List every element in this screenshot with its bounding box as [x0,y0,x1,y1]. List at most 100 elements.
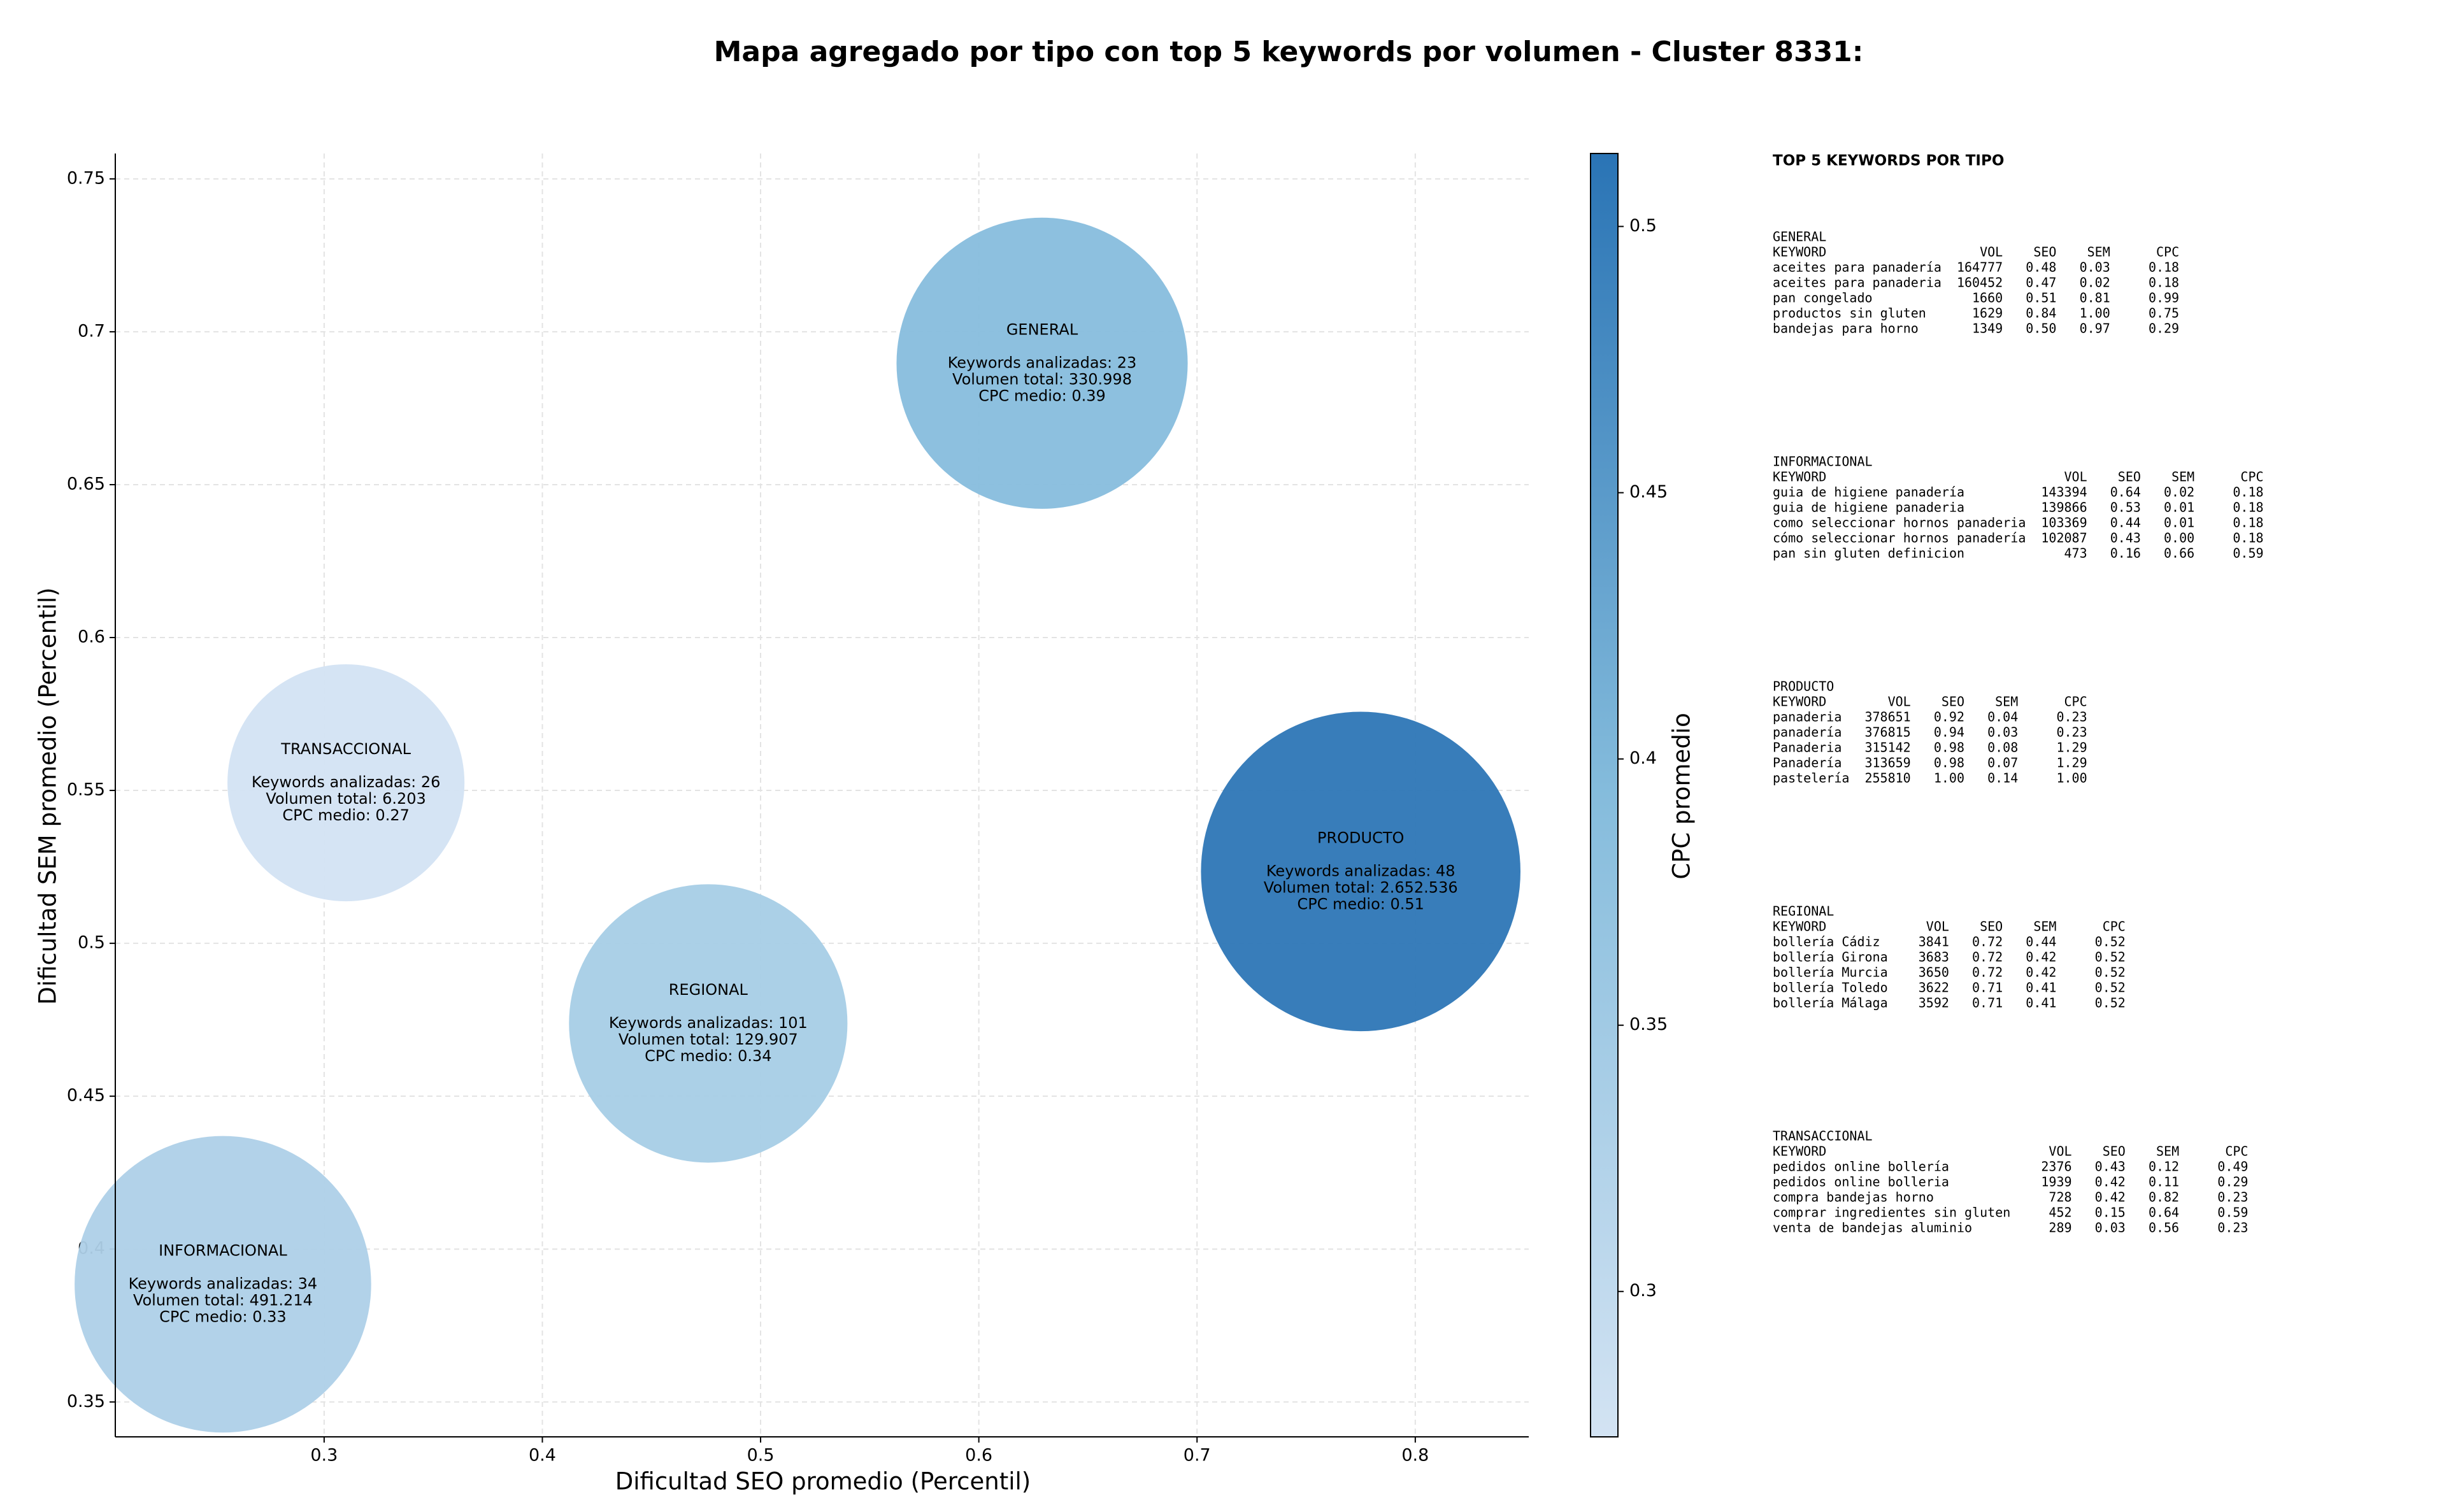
table-cell: 0.71 [1972,980,2003,995]
table-cell: 0.97 [2080,321,2110,336]
table-header: KEYWORD [1773,694,1826,710]
bubble [227,664,465,902]
colorbar-tick-label: 0.45 [1629,482,1668,502]
table-cell: 0.08 [1987,740,2018,755]
table-cell: 0.18 [2233,531,2263,546]
table-cell: 0.84 [2026,306,2056,321]
table-cell: 0.50 [2026,321,2056,336]
bubble-annotation: Keywords analizadas: 34 [129,1274,318,1292]
table-cell: 0.56 [2149,1220,2179,1236]
table-cell: 0.14 [1987,771,2018,786]
table-cell: 1660 [1972,290,2003,306]
table-header: SEO [1942,694,1964,710]
table-cell: 1.00 [2080,306,2110,321]
x-tick-label: 0.3 [310,1446,338,1466]
table-cell: 0.44 [2110,515,2141,531]
bubble-annotation: Volumen total: 2.652.536 [1264,878,1458,896]
table-header: KEYWORD [1773,469,1826,485]
table-header: SEM [1995,694,2018,710]
table-cell: 0.41 [2026,980,2056,995]
table-keyword: aceites para panadería [1773,260,1942,275]
table-header: VOL [1980,245,2003,260]
table-cell: 0.44 [2026,934,2056,950]
table-title: TOP 5 KEYWORDS POR TIPO [1773,153,2004,169]
table-cell: 0.18 [2149,260,2179,275]
table-cell: 0.81 [2080,290,2110,306]
table-cell: 0.98 [1934,740,1964,755]
table-cell: 143394 [2041,485,2087,500]
table-cell: 1939 [2041,1174,2071,1190]
table-cell: 0.12 [2149,1159,2179,1174]
table-cell: 0.01 [2164,500,2194,515]
table-cell: 0.18 [2233,500,2263,515]
table-cell: 160452 [1957,275,2003,290]
table-keyword: como seleccionar hornos panaderia [1773,515,2026,531]
table-header: SEM [2171,469,2194,485]
table-keyword: compra bandejas horno [1773,1190,1934,1205]
colorbar-tick-label: 0.4 [1629,748,1657,768]
table-cell: 1.29 [2056,755,2087,771]
table-cell: 3622 [1919,980,1949,995]
table-keyword: pastelería [1773,771,1849,786]
bubble-label: TRANSACCIONAL [280,740,411,758]
y-axis-label: Dificultad SEM promedio (Percentil) [34,587,62,1004]
bubble-annotation: Volumen total: 6.203 [266,790,426,808]
table-cell: 0.52 [2095,965,2126,980]
table-cell: 0.01 [2164,515,2194,531]
table-header: CPC [2225,1144,2248,1159]
x-tick-label: 0.4 [529,1446,556,1466]
table-cell: 0.99 [2149,290,2179,306]
table-cell: 0.07 [1987,755,2018,771]
table-keyword: venta de bandejas aluminio [1773,1220,1972,1236]
bubble-annotation: CPC medio: 0.34 [645,1047,772,1065]
y-tick-label: 0.75 [67,168,105,188]
bubble-annotation: CPC medio: 0.27 [282,806,410,824]
table-cell: 0.23 [2056,710,2087,725]
table-cell: 139866 [2041,500,2087,515]
bubble [75,1136,371,1433]
table-cell: 0.64 [2149,1205,2179,1220]
table-cell: 0.82 [2149,1190,2179,1205]
table-keyword: pan congelado [1773,290,1873,306]
table-cell: 0.59 [2233,546,2263,561]
table-cell: 1.00 [1934,771,1964,786]
table-cell: 0.23 [2217,1190,2248,1205]
table-keyword: bollería Málaga [1773,995,1888,1011]
table-cell: 0.02 [2080,275,2110,290]
bubble-annotation: Volumen total: 330.998 [952,370,1132,388]
table-header: CPC [2064,694,2087,710]
bubble-annotation: CPC medio: 0.39 [978,387,1106,404]
table-keyword: cómo seleccionar hornos panadería [1773,531,2026,546]
y-tick-label: 0.6 [78,627,105,647]
table-keyword: aceites para panaderia [1773,275,1942,290]
colorbar-tick-label: 0.35 [1629,1015,1668,1034]
table-cell: 0.52 [2095,980,2126,995]
table-header: SEO [2103,1144,2126,1159]
table-cell: 452 [2049,1205,2071,1220]
table-keyword: bollería Cádiz [1773,934,1880,950]
table-cell: 0.23 [2217,1220,2248,1236]
table-header: CPC [2240,469,2263,485]
table-cell: 0.18 [2233,515,2263,531]
table-cell: 0.51 [2026,290,2056,306]
table-cell: 378651 [1864,710,1910,725]
table-header: KEYWORD [1773,245,1826,260]
table-cell: 3683 [1919,950,1949,965]
table-header: VOL [1926,919,1949,934]
table-cell: 102087 [2041,531,2087,546]
table-cell: 103369 [2041,515,2087,531]
table-cell: 0.15 [2095,1205,2126,1220]
table-cell: 2376 [2041,1159,2071,1174]
table-cell: 0.53 [2110,500,2141,515]
table-cell: 0.43 [2095,1159,2126,1174]
colorbar [1590,153,1619,1437]
table-cell: 0.42 [2095,1174,2126,1190]
table-keyword: productos sin gluten [1773,306,1926,321]
x-tick-label: 0.8 [1401,1446,1429,1466]
table-header: CPC [2156,245,2179,260]
table-header: SEO [2118,469,2141,485]
table-keyword: bollería Murcia [1773,965,1888,980]
bubble-annotation: CPC medio: 0.51 [1297,895,1424,913]
table-keyword: bandejas para horno [1773,321,1919,336]
table-cell: 0.49 [2217,1159,2248,1174]
